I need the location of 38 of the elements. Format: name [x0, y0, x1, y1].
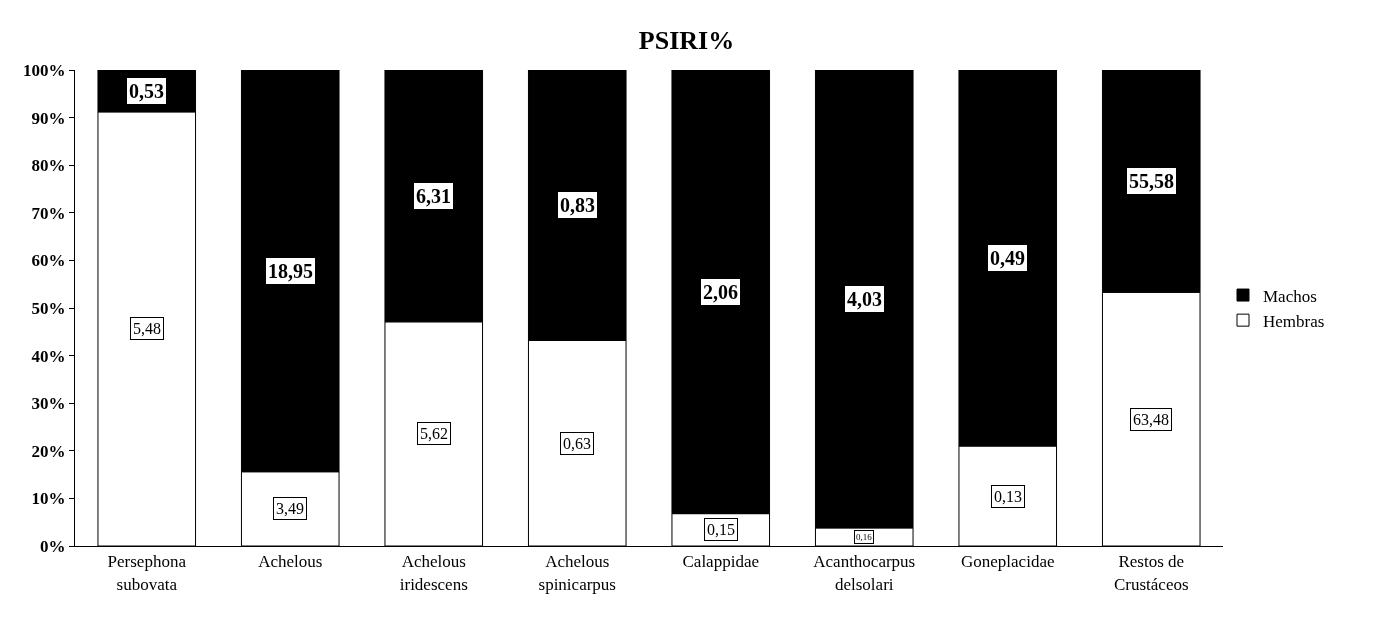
- annotation: 0,53: [129, 80, 164, 102]
- annotation: 0,15: [707, 521, 735, 538]
- x-tick-label: Achelous iridescens: [399, 552, 468, 594]
- annotation: 0,83: [560, 194, 595, 216]
- y-tick-label: 100%: [23, 60, 66, 80]
- chart-title: PSIRI%: [638, 26, 735, 56]
- y-tick-label: 80%: [31, 156, 66, 176]
- y-tick-label: 50%: [31, 298, 66, 318]
- annotation: 2,06: [703, 281, 738, 303]
- x-tick-label: Persephona subovata: [107, 552, 187, 594]
- annotation: 0,13: [994, 488, 1022, 505]
- x-tick-label: Acanthocarpus delsolari: [813, 552, 916, 594]
- annotation: 0,49: [990, 247, 1025, 269]
- y-tick-label: 40%: [31, 346, 66, 366]
- annotation: 5,62: [420, 425, 448, 442]
- annotation: 3,49: [276, 500, 304, 517]
- y-tick-label: 30%: [31, 394, 66, 414]
- annotation: 0,16: [856, 532, 873, 542]
- legend-label: Hembras: [1263, 311, 1325, 331]
- x-tick-label: Goneplacidae: [961, 552, 1055, 572]
- y-tick-label: 0%: [40, 536, 66, 556]
- annotation: 55,58: [1129, 170, 1174, 192]
- x-tick-label: Calappidae: [682, 552, 759, 572]
- annotation: 6,31: [416, 185, 451, 207]
- x-tick-label: Achelous spinicarpus: [538, 552, 616, 594]
- annotation: 4,03: [847, 288, 882, 310]
- x-tick-label: Restos de Crustáceos: [1113, 552, 1189, 594]
- y-tick-label: 70%: [31, 203, 66, 223]
- y-tick-label: 60%: [31, 251, 66, 271]
- annotation: 63,48: [1133, 411, 1169, 428]
- y-tick-label: 10%: [31, 489, 66, 509]
- x-tick-label: Achelous: [258, 552, 323, 572]
- y-tick-label: 20%: [31, 441, 66, 461]
- legend-label: Machos: [1263, 286, 1317, 306]
- annotation: 5,48: [133, 320, 161, 337]
- y-tick-label: 90%: [31, 108, 66, 128]
- annotation: 18,95: [268, 260, 313, 282]
- annotation: 0,63: [563, 435, 591, 452]
